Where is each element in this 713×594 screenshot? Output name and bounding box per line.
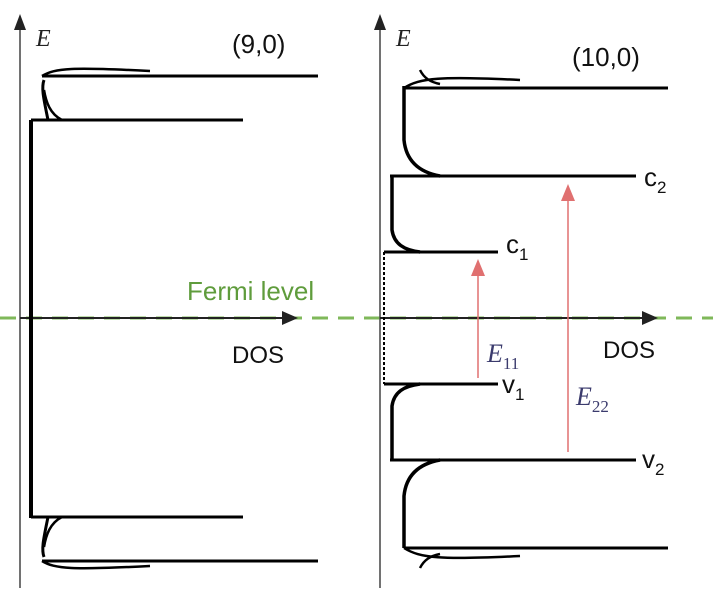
- right-vhs-c1-tail: [390, 176, 421, 254]
- right-vhs-c3-top: [418, 69, 441, 86]
- left-energy-label: E: [35, 26, 51, 52]
- e11-label: E11: [486, 339, 519, 373]
- e22-arrowhead: [561, 184, 575, 201]
- right-vhs-v2-tail: [402, 458, 441, 548]
- left-vhs-lower-2-tail: [41, 559, 151, 570]
- left-vhs-upper-2-tail: [41, 67, 151, 78]
- right-vhs-c2-tail: [402, 86, 441, 178]
- left-vhs-upper-1-tail-b: [42, 89, 63, 122]
- left-dos-axis-arrowhead: [282, 311, 298, 325]
- left-energy-axis-arrowhead: [14, 14, 26, 30]
- label-c2: c2: [644, 162, 666, 197]
- right-vhs-v3-bottom: [418, 552, 441, 569]
- right-vhs-v3-tail: [403, 546, 521, 560]
- left-vhs-upper-1-tail: [41, 79, 50, 121]
- e11-arrowhead: [471, 259, 485, 276]
- right-panel-title: (10,0): [572, 42, 640, 72]
- right-energy-label: E: [395, 26, 411, 52]
- right-energy-axis-arrowhead: [374, 14, 386, 30]
- left-vhs-lower-1-tail: [41, 516, 50, 558]
- left-panel-title: (9,0): [232, 29, 285, 59]
- right-dos-label: DOS: [603, 337, 655, 364]
- right-dos-axis-arrowhead: [642, 311, 658, 325]
- left-dos-label: DOS: [232, 342, 284, 369]
- label-v2: v2: [642, 444, 664, 479]
- label-v1: v1: [502, 369, 524, 404]
- right-vhs-v1-tail: [390, 382, 421, 460]
- right-panel: E (10,0) DOS c2 c1: [374, 14, 668, 588]
- right-vhs-c3-tail: [403, 76, 521, 90]
- label-c1: c1: [506, 229, 528, 264]
- left-panel: E (9,0) DOS: [14, 14, 318, 588]
- left-vhs-lower-1-tail-b: [42, 515, 63, 548]
- e22-label: E22: [575, 382, 609, 416]
- fermi-level-label: Fermi level: [187, 276, 314, 306]
